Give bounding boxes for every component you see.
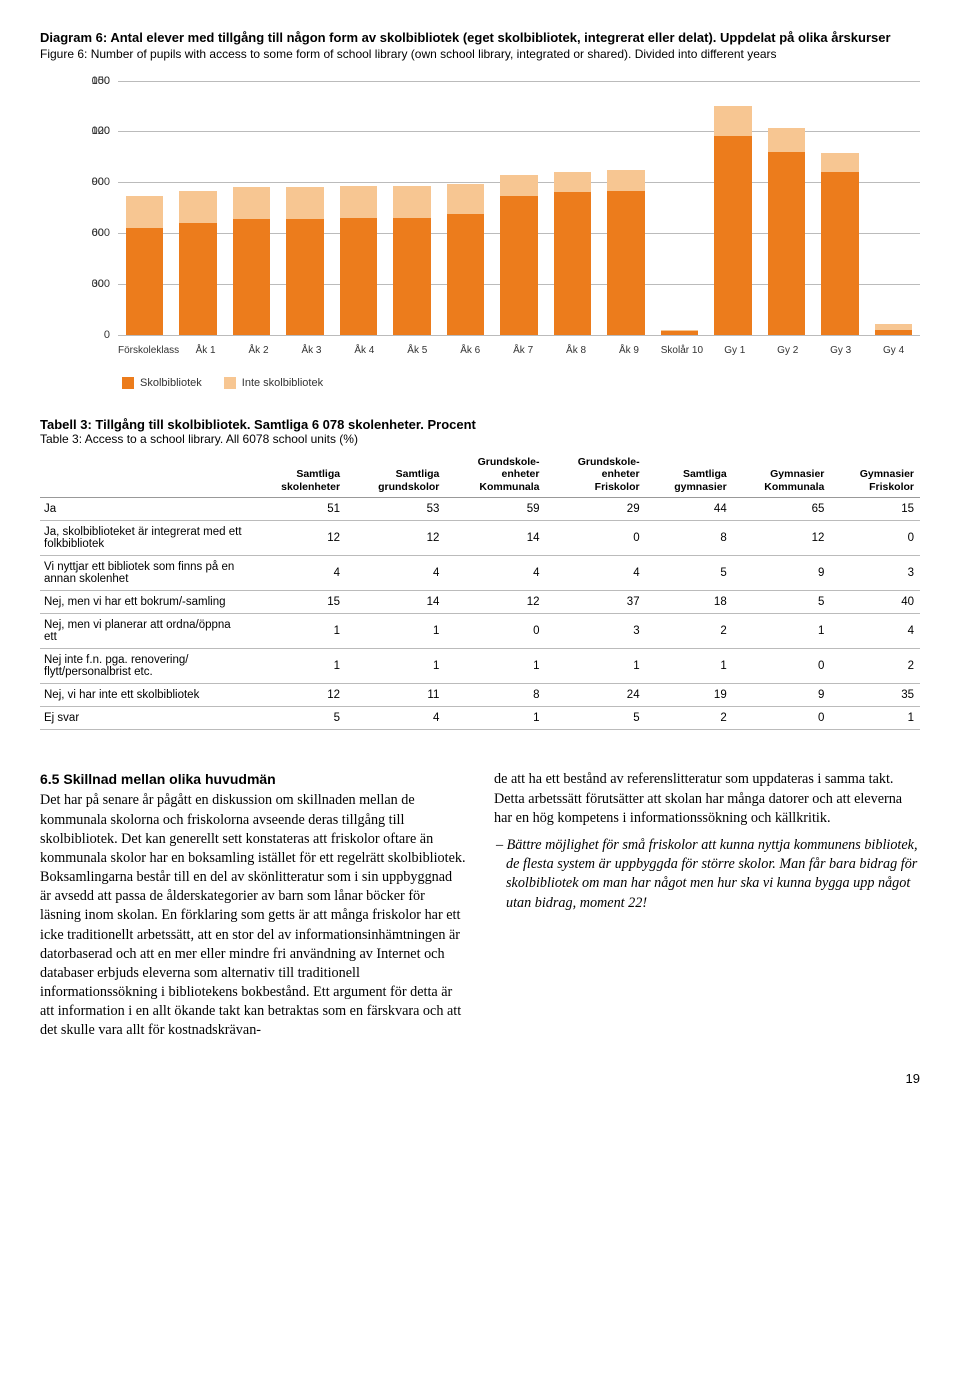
table-title: Tabell 3: Tillgång till skolbibliotek. S… — [40, 417, 920, 432]
stacked-bar-chart: 030 00060 00090 000120 000150 000 Försko… — [72, 81, 920, 371]
body-right: de att ha ett bestånd av referenslittera… — [494, 770, 920, 828]
legend-label: Inte skolbibliotek — [242, 377, 323, 389]
legend-swatch-inte — [224, 377, 236, 389]
legend-label: Skolbibliotek — [140, 377, 202, 389]
body-text: 6.5 Skillnad mellan olika huvudmän Det h… — [40, 770, 920, 1040]
diagram-subtitle: Figure 6: Number of pupils with access t… — [40, 47, 920, 63]
data-table: SamtligaskolenheterSamtligagrundskolorGr… — [40, 452, 920, 731]
quote: – Bättre möjlighet för små friskolor att… — [494, 836, 920, 913]
body-left: Det har på senare år pågått en diskussio… — [40, 791, 466, 1040]
diagram-title: Diagram 6: Antal elever med tillgång til… — [40, 30, 920, 45]
chart-legend: Skolbibliotek Inte skolbibliotek — [122, 377, 920, 389]
section-heading: 6.5 Skillnad mellan olika huvudmän — [40, 770, 466, 789]
table-subtitle: Table 3: Access to a school library. All… — [40, 432, 920, 446]
legend-swatch-skolbibliotek — [122, 377, 134, 389]
page-number: 19 — [40, 1071, 920, 1086]
